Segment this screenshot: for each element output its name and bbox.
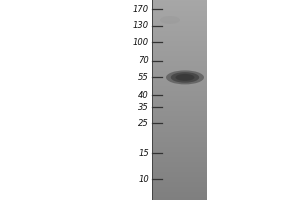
Text: 15: 15 [138,149,149,158]
Text: 55: 55 [138,73,149,82]
Text: 25: 25 [138,119,149,128]
Ellipse shape [166,70,204,84]
Text: 10: 10 [138,175,149,184]
Ellipse shape [176,74,194,81]
Text: 70: 70 [138,56,149,65]
Text: 40: 40 [138,91,149,100]
Text: 170: 170 [133,4,149,14]
Text: 130: 130 [133,21,149,30]
Ellipse shape [171,72,199,83]
Ellipse shape [160,16,180,24]
Text: 100: 100 [133,38,149,47]
Text: 35: 35 [138,103,149,112]
